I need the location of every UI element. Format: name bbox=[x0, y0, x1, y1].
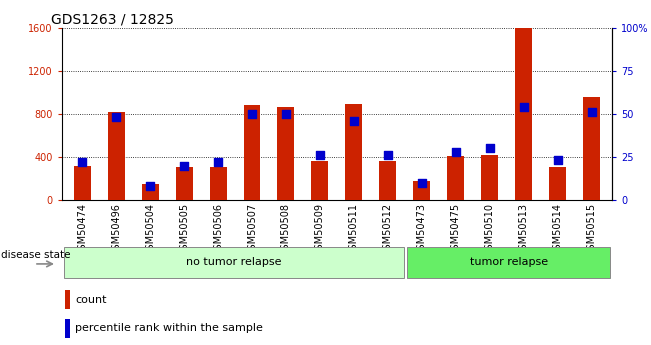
Bar bbox=[74, 166, 90, 200]
Text: tumor relapse: tumor relapse bbox=[470, 257, 548, 266]
Point bbox=[145, 184, 156, 189]
Bar bbox=[142, 184, 159, 200]
Bar bbox=[210, 167, 227, 200]
Bar bbox=[277, 107, 294, 200]
Bar bbox=[583, 97, 600, 200]
Text: count: count bbox=[75, 295, 107, 305]
Point bbox=[553, 158, 563, 163]
Point bbox=[450, 149, 461, 155]
Point bbox=[417, 180, 427, 186]
Bar bbox=[413, 181, 430, 200]
Text: percentile rank within the sample: percentile rank within the sample bbox=[75, 323, 263, 333]
Bar bbox=[447, 156, 464, 200]
Point bbox=[383, 152, 393, 158]
Bar bbox=[380, 161, 396, 200]
Text: disease state: disease state bbox=[1, 250, 71, 260]
Point bbox=[281, 111, 291, 117]
Bar bbox=[65, 290, 70, 309]
Bar bbox=[408, 247, 610, 278]
Bar bbox=[515, 28, 532, 200]
Bar bbox=[176, 167, 193, 200]
Point bbox=[349, 118, 359, 124]
Text: no tumor relapse: no tumor relapse bbox=[186, 257, 281, 266]
Point bbox=[518, 104, 529, 110]
Point bbox=[111, 115, 121, 120]
Point bbox=[247, 111, 257, 117]
Point bbox=[484, 146, 495, 151]
Bar bbox=[107, 112, 124, 200]
Point bbox=[77, 159, 87, 165]
Point bbox=[587, 109, 597, 115]
Bar bbox=[243, 105, 260, 200]
Point bbox=[179, 163, 189, 168]
Bar bbox=[346, 104, 363, 200]
Point bbox=[213, 159, 223, 165]
Text: GDS1263 / 12825: GDS1263 / 12825 bbox=[51, 12, 174, 27]
Point bbox=[314, 152, 325, 158]
Bar bbox=[549, 167, 566, 200]
Bar bbox=[64, 247, 404, 278]
Bar bbox=[481, 155, 498, 200]
Bar bbox=[65, 319, 70, 337]
Bar bbox=[311, 161, 328, 200]
